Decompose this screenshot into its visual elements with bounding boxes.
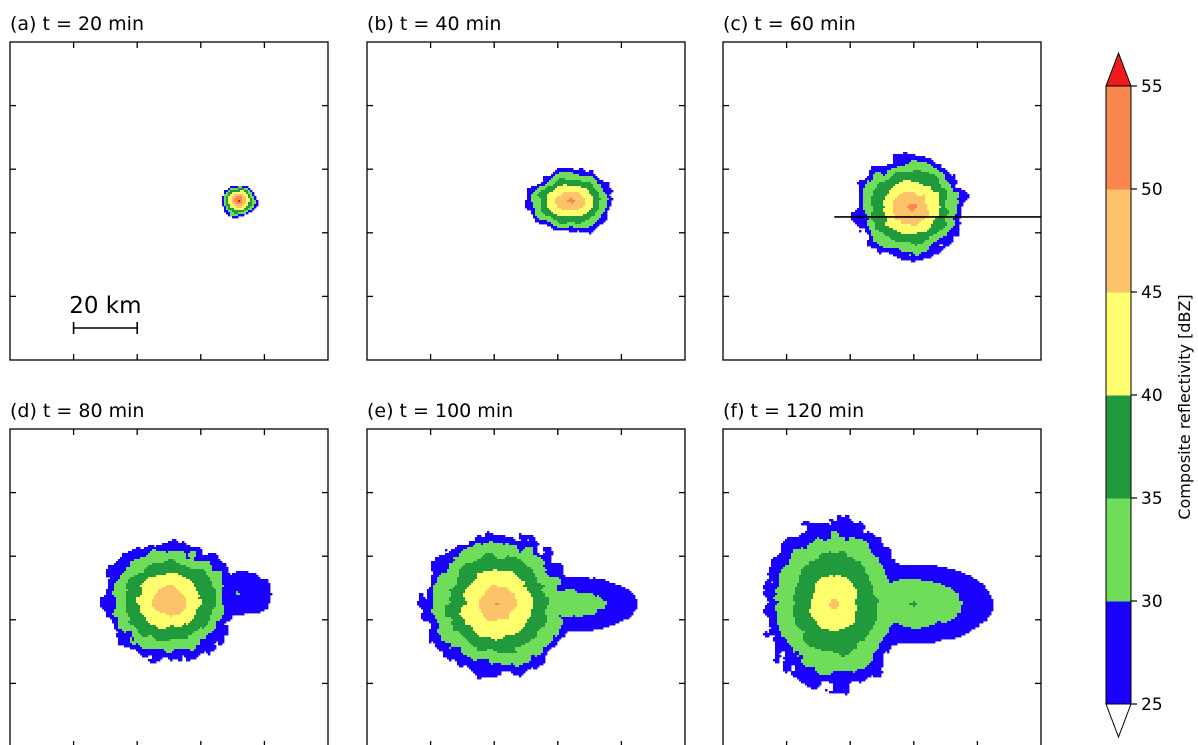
colorbar-bin-40-45 bbox=[1106, 292, 1131, 396]
panel-frame bbox=[722, 428, 1042, 745]
panel-e: (e) t = 100 min bbox=[366, 400, 686, 745]
panel-title: (f) t = 120 min bbox=[723, 400, 864, 422]
colorbar-tick-label: 40 bbox=[1141, 386, 1163, 406]
colorbar-label: Composite reflectivity [dBZ] bbox=[1175, 294, 1194, 519]
colorbar-under-arrow bbox=[1105, 703, 1132, 739]
colorbar-tick-label: 25 bbox=[1141, 695, 1163, 715]
panel-frame bbox=[9, 41, 329, 361]
scale-bar-label: 20 km bbox=[69, 293, 141, 319]
panel-d: (d) t = 80 min bbox=[9, 400, 329, 745]
panel-frame bbox=[722, 41, 1042, 361]
colorbar: Composite reflectivity [dBZ] 25 30 35 40 45 5… bbox=[1105, 51, 1194, 739]
colorbar-tick-label: 55 bbox=[1141, 77, 1163, 97]
reflectivity-field bbox=[222, 186, 259, 219]
panel-frame bbox=[9, 428, 329, 745]
reflectivity-field bbox=[851, 152, 970, 263]
panel-a: (a) t = 20 min 20 km bbox=[9, 13, 329, 361]
panel-title: (c) t = 60 min bbox=[723, 13, 856, 35]
reflectivity-field bbox=[100, 539, 273, 664]
colorbar-bin-25-30 bbox=[1106, 601, 1131, 705]
colorbar-tick-label: 45 bbox=[1141, 283, 1163, 303]
colorbar-bin-30-35 bbox=[1106, 498, 1131, 602]
colorbar-bin-50-55 bbox=[1106, 86, 1131, 190]
colorbar-bin-35-40 bbox=[1106, 395, 1131, 499]
panel-title: (d) t = 80 min bbox=[10, 400, 144, 422]
scale-bar: 20 km bbox=[69, 293, 142, 334]
colorbar-over-arrow bbox=[1105, 51, 1132, 87]
reflectivity-field bbox=[763, 515, 994, 696]
colorbar-bin-45-50 bbox=[1106, 189, 1131, 293]
reflectivity-field bbox=[525, 168, 614, 235]
panel-frame bbox=[366, 41, 686, 361]
panel-frame bbox=[366, 428, 686, 745]
panel-title: (a) t = 20 min bbox=[10, 13, 144, 35]
panel-title: (e) t = 100 min bbox=[367, 400, 513, 422]
panel-b: (b) t = 40 min bbox=[366, 13, 686, 361]
colorbar-tick-label: 35 bbox=[1141, 489, 1163, 509]
panel-c: (c) t = 60 min bbox=[722, 13, 1042, 361]
panel-f: (f) t = 120 min bbox=[722, 400, 1042, 745]
panel-title: (b) t = 40 min bbox=[367, 13, 501, 35]
colorbar-tick-label: 50 bbox=[1141, 180, 1163, 200]
colorbar-tick-label: 30 bbox=[1141, 592, 1163, 612]
reflectivity-field bbox=[417, 531, 638, 680]
panels: (a) t = 20 min 20 km (b) t = 40 min (c) t =… bbox=[9, 13, 1042, 745]
